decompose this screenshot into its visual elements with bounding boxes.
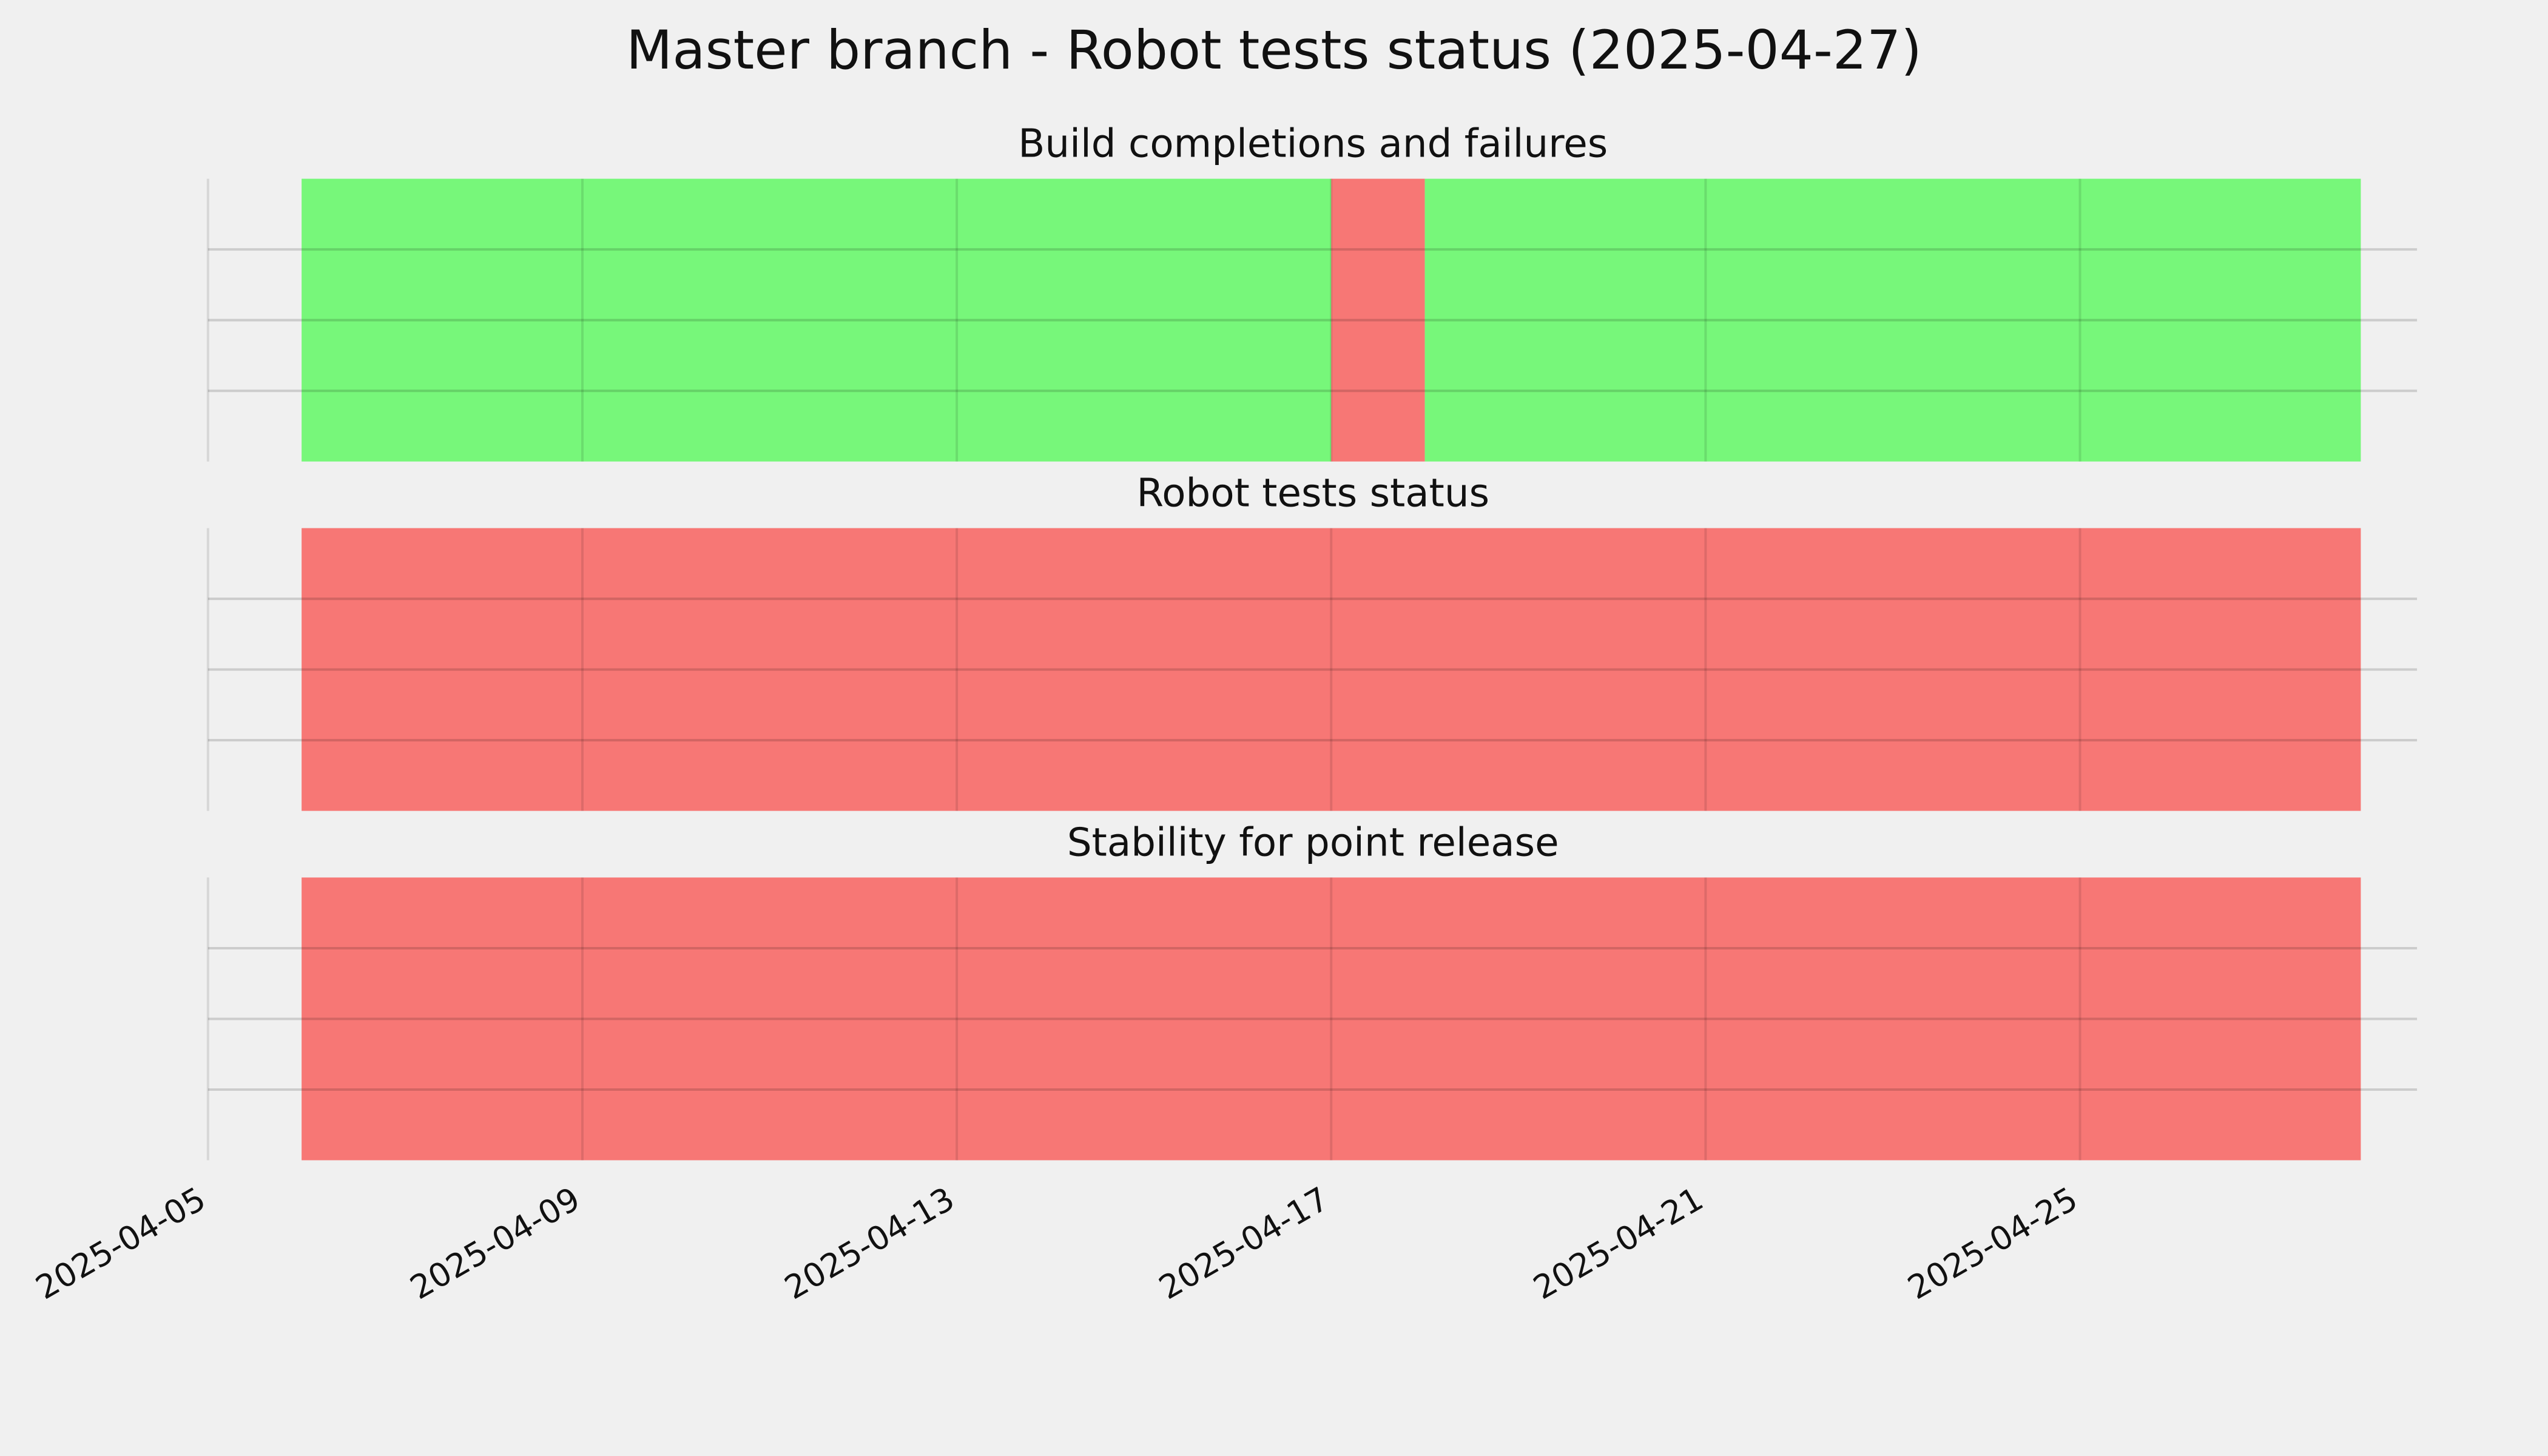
panel-title: Build completions and failures [1018, 121, 1608, 167]
status-segment [1424, 178, 2361, 462]
chart-title: Master branch - Robot tests status (2025… [626, 19, 1922, 81]
status-segment [302, 528, 2361, 811]
status-segment [1331, 178, 1425, 462]
status-segment [302, 877, 2361, 1161]
status-segment [302, 178, 1332, 462]
panel-title: Stability for point release [1067, 820, 1559, 865]
panel-title: Robot tests status [1136, 471, 1489, 516]
